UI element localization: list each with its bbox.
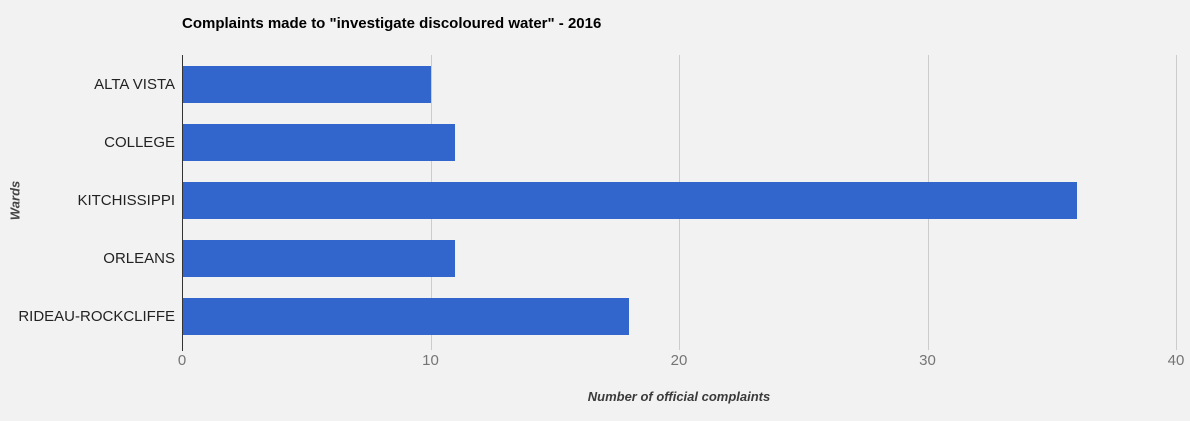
gridline bbox=[1176, 55, 1177, 350]
bar-orleans[interactable] bbox=[182, 239, 456, 277]
y-axis-labels: ALTA VISTA COLLEGE KITCHISSIPPI ORLEANS RIDE… bbox=[0, 55, 175, 345]
x-tick-label: 20 bbox=[670, 352, 688, 369]
bar-rideau-rockcliffe[interactable] bbox=[182, 297, 630, 335]
ward-label-alta-vista: ALTA VISTA bbox=[94, 75, 175, 93]
bar-college[interactable] bbox=[182, 123, 456, 161]
x-axis-title: Number of official complaints bbox=[587, 389, 771, 404]
chart-title: Complaints made to "investigate discolou… bbox=[182, 15, 602, 32]
y-axis-line bbox=[182, 55, 183, 351]
ward-label-kitchissippi: KITCHISSIPPI bbox=[77, 191, 175, 209]
ward-label-rideau-rockcliffe: RIDEAU-ROCKCLIFFE bbox=[18, 307, 175, 325]
ward-label-orleans: ORLEANS bbox=[103, 249, 175, 267]
x-tick-label: 0 bbox=[177, 352, 187, 369]
x-tick-label: 30 bbox=[919, 352, 936, 369]
ward-label-college: COLLEGE bbox=[104, 133, 175, 151]
x-tick-label: 10 bbox=[422, 352, 439, 369]
x-axis-ticks: 0 10 20 30 40 bbox=[0, 352, 1190, 372]
bar-alta-vista[interactable] bbox=[182, 65, 431, 103]
x-tick-label: 40 bbox=[1167, 352, 1185, 369]
bar-kitchissippi[interactable] bbox=[182, 181, 1077, 219]
plot-area bbox=[182, 55, 1177, 351]
